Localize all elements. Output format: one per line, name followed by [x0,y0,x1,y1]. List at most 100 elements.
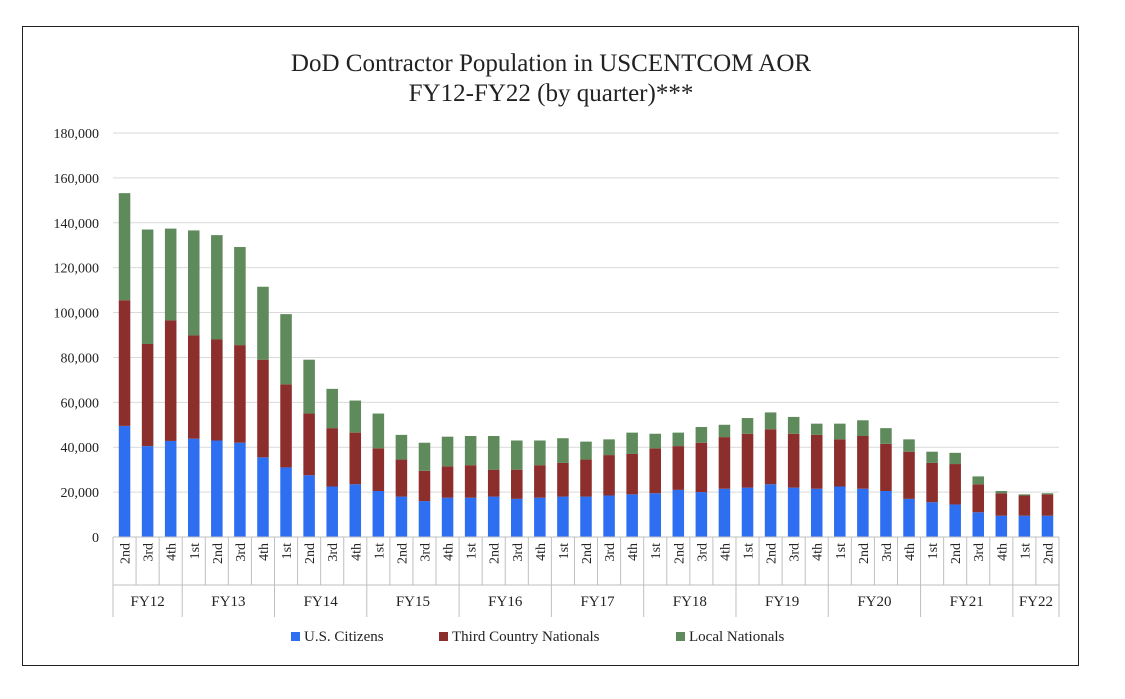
bar-segment-third-country-nationals [949,464,961,505]
bar-segment-local-nationals [395,434,408,460]
bar-segment-local-nationals [580,441,592,460]
quarter-label: 3rd [234,543,249,562]
bar-segment-third-country-nationals [280,384,292,468]
bar-segment-us-citizens [211,440,223,537]
bar-segment-us-citizens [418,501,431,537]
quarter-label: 2nd [857,543,872,564]
bar-segment-local-nationals [787,416,800,434]
bar-segment-us-citizens [395,496,408,537]
fiscal-year-label: FY18 [673,594,707,610]
bar-segment-local-nationals [718,424,731,438]
fiscal-year-label: FY13 [211,594,245,610]
bar-segment-us-citizens [880,490,892,537]
bar-segment-third-country-nationals [187,335,200,439]
bar-segment-us-citizens [972,512,985,537]
bar-segment-third-country-nationals [511,469,523,499]
bar-segment-us-citizens [1041,515,1054,537]
y-tick-label: 40,000 [61,441,100,456]
bar-segment-us-citizens [234,442,246,537]
bar-segment-local-nationals [764,412,777,430]
quarter-label: 4th [811,543,826,561]
quarter-label: 4th [534,543,549,561]
bar-segment-us-citizens [834,486,846,537]
bar-segment-third-country-nationals [257,359,269,458]
bar-segment-local-nationals [903,439,915,452]
bars [118,193,1054,537]
legend-label: U.S. Citizens [304,629,384,645]
bar-segment-us-citizens [372,490,385,537]
bar-segment-us-citizens [741,487,754,537]
bar-segment-local-nationals [464,436,477,466]
bar-segment-us-citizens [949,504,961,537]
bar-segment-third-country-nationals [349,432,362,485]
bar-segment-local-nationals [141,229,154,344]
bar-segment-us-citizens [349,484,362,537]
bar-segment-local-nationals [672,432,685,447]
bar-segment-third-country-nationals [372,448,385,491]
bar-segment-us-citizens [557,496,569,537]
bar-segment-local-nationals [557,438,569,463]
quarter-label: 3rd [695,543,710,562]
bar-segment-local-nationals [303,359,315,414]
quarter-label: 2nd [949,543,964,564]
bar-segment-us-citizens [511,498,523,537]
bar-segment-us-citizens [118,425,131,537]
quarter-label: 1st [188,543,203,559]
quarter-label: 3rd [418,543,433,562]
quarter-label: 4th [442,543,457,561]
bar-segment-us-citizens [326,486,338,537]
bar-segment-us-citizens [649,493,661,537]
bar-segment-us-citizens [626,494,638,537]
quarter-label: 1st [926,543,941,559]
quarter-label: 1st [372,543,387,559]
bar-segment-us-citizens [810,488,823,537]
bar-segment-third-country-nationals [326,428,338,487]
quarter-label: 3rd [511,543,526,562]
bar-segment-local-nationals [418,442,431,471]
bar-segment-local-nationals [257,286,269,360]
bar-segment-us-citizens [534,497,546,537]
bar-segment-third-country-nationals [234,345,246,443]
bar-segment-us-citizens [603,495,615,537]
bar-segment-us-citizens [695,492,708,537]
bar-segment-third-country-nationals [580,459,592,497]
y-tick-label: 160,000 [54,172,100,187]
bar-segment-third-country-nationals [649,448,661,494]
bar-segment-third-country-nationals [787,433,800,488]
fiscal-year-label: FY12 [131,594,165,610]
legend-swatch [676,632,685,641]
bar-segment-third-country-nationals [903,451,915,499]
bar-segment-local-nationals [372,413,385,449]
fiscal-year-label: FY17 [580,594,615,610]
bar-segment-third-country-nationals [718,437,731,489]
bar-segment-third-country-nationals [464,465,477,498]
bar-segment-local-nationals [187,230,200,336]
bar-segment-third-country-nationals [857,436,869,489]
bar-segment-local-nationals [487,436,500,470]
bar-segment-us-citizens [672,489,685,537]
y-tick-label: 100,000 [54,307,100,322]
bar-segment-local-nationals [118,193,131,301]
bar-segment-us-citizens [441,497,454,537]
bar-segment-us-citizens [187,438,200,537]
quarter-label: 1st [557,543,572,559]
bar-segment-us-citizens [580,496,592,537]
bar-segment-third-country-nationals [557,462,569,497]
bar-segment-third-country-nationals [995,493,1008,516]
quarter-label: 1st [649,543,664,559]
fiscal-year-label: FY19 [765,594,799,610]
bar-segment-us-citizens [926,502,938,537]
fiscal-year-label: FY14 [304,594,339,610]
bar-segment-third-country-nationals [810,434,823,489]
bar-segment-local-nationals [949,452,961,465]
quarter-label: 1st [465,543,480,559]
quarter-label: 2nd [395,543,410,564]
quarter-label: 4th [626,543,641,561]
bar-segment-us-citizens [787,487,800,537]
quarter-label: 4th [718,543,733,561]
bar-segment-local-nationals [534,440,546,466]
bar-segment-third-country-nationals [487,469,500,497]
bar-segment-local-nationals [164,228,177,321]
bar-segment-local-nationals [810,423,823,435]
bar-segment-local-nationals [695,427,708,443]
